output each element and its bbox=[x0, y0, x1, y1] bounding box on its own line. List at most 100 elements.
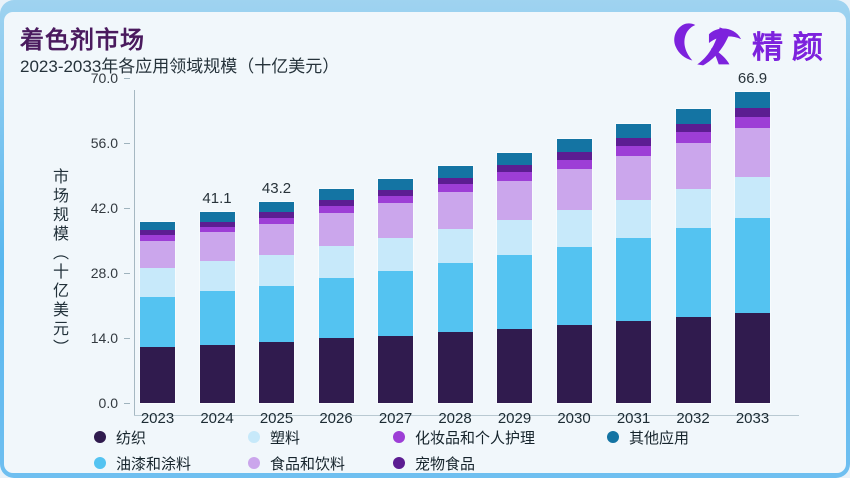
bar-segment-塑料-2026[interactable] bbox=[318, 245, 354, 278]
bar-segment-油漆和涂料-2033[interactable] bbox=[735, 218, 770, 313]
bar-segment-食品和饮料-2033[interactable] bbox=[735, 128, 770, 178]
bar-segment-塑料-2030[interactable] bbox=[556, 209, 592, 247]
stacked-bar-2024[interactable] bbox=[199, 212, 235, 403]
bar-segment-食品和饮料-2031[interactable] bbox=[616, 155, 651, 200]
bar-segment-宠物食品-2033[interactable] bbox=[735, 108, 770, 118]
bar-segment-食品和饮料-2028[interactable] bbox=[437, 191, 473, 229]
bar-segment-塑料-2023[interactable] bbox=[140, 268, 175, 298]
bar-segment-纺织-2026[interactable] bbox=[318, 338, 354, 403]
stacked-bar-2028[interactable] bbox=[437, 166, 473, 403]
bar-segment-宠物食品-2025[interactable] bbox=[259, 212, 294, 218]
bar-segment-其他应用-2030[interactable] bbox=[556, 138, 592, 153]
stacked-bar-2026[interactable] bbox=[318, 189, 354, 403]
bar-segment-油漆和涂料-2027[interactable] bbox=[378, 271, 413, 336]
bar-segment-化妆品和个人护理-2025[interactable] bbox=[259, 217, 294, 224]
legend-item-化妆品和个人护理[interactable]: 化妆品和个人护理 bbox=[393, 429, 535, 447]
bar-segment-宠物食品-2032[interactable] bbox=[675, 124, 711, 133]
bar-segment-化妆品和个人护理-2023[interactable] bbox=[140, 235, 175, 241]
legend-item-其他应用[interactable]: 其他应用 bbox=[607, 429, 689, 447]
bar-segment-油漆和涂料-2028[interactable] bbox=[437, 263, 473, 332]
legend-item-食品和饮料[interactable]: 食品和饮料 bbox=[248, 455, 346, 473]
legend-item-宠物食品[interactable]: 宠物食品 bbox=[393, 455, 475, 473]
bar-segment-油漆和涂料-2024[interactable] bbox=[199, 291, 235, 345]
bar-segment-其他应用-2025[interactable] bbox=[259, 202, 294, 213]
bar-segment-油漆和涂料-2023[interactable] bbox=[140, 297, 175, 348]
bar-segment-其他应用-2027[interactable] bbox=[378, 178, 413, 190]
bar-segment-食品和饮料-2029[interactable] bbox=[497, 180, 532, 220]
bar-segment-宠物食品-2029[interactable] bbox=[497, 165, 532, 173]
bar-segment-纺织-2024[interactable] bbox=[199, 344, 235, 403]
bar-segment-食品和饮料-2025[interactable] bbox=[259, 223, 294, 255]
bar-segment-宠物食品-2023[interactable] bbox=[140, 230, 175, 236]
legend-item-油漆和涂料[interactable]: 油漆和涂料 bbox=[94, 455, 191, 473]
stacked-bar-2025[interactable] bbox=[259, 202, 294, 403]
bar-segment-其他应用-2031[interactable] bbox=[616, 124, 651, 138]
legend-item-纺织[interactable]: 纺织 bbox=[94, 429, 146, 447]
bar-segment-宠物食品-2028[interactable] bbox=[437, 177, 473, 185]
bar-segment-塑料-2025[interactable] bbox=[259, 254, 294, 286]
bar-segment-其他应用-2028[interactable] bbox=[437, 166, 473, 178]
bar-segment-宠物食品-2030[interactable] bbox=[556, 152, 592, 160]
bar-segment-其他应用-2029[interactable] bbox=[497, 152, 532, 166]
legend-label-食品和饮料: 食品和饮料 bbox=[270, 455, 346, 473]
bar-segment-油漆和涂料-2031[interactable] bbox=[616, 237, 651, 322]
bar-segment-食品和饮料-2027[interactable] bbox=[378, 203, 413, 239]
bar-segment-食品和饮料-2032[interactable] bbox=[675, 142, 711, 189]
bar-segment-宠物食品-2027[interactable] bbox=[378, 189, 413, 197]
bar-segment-化妆品和个人护理-2030[interactable] bbox=[556, 159, 592, 169]
bar-segment-其他应用-2032[interactable] bbox=[675, 109, 711, 125]
bar-segment-食品和饮料-2026[interactable] bbox=[318, 212, 354, 246]
stacked-bar-2029[interactable] bbox=[497, 152, 532, 403]
bar-segment-塑料-2024[interactable] bbox=[199, 261, 235, 292]
bar-segment-塑料-2031[interactable] bbox=[616, 199, 651, 238]
bar-segment-其他应用-2024[interactable] bbox=[199, 212, 235, 222]
bar-segment-塑料-2029[interactable] bbox=[497, 219, 532, 256]
bar-segment-食品和饮料-2024[interactable] bbox=[199, 232, 235, 262]
bar-segment-油漆和涂料-2025[interactable] bbox=[259, 285, 294, 343]
bar-segment-化妆品和个人护理-2024[interactable] bbox=[199, 226, 235, 233]
bar-segment-化妆品和个人护理-2032[interactable] bbox=[675, 132, 711, 143]
bar-segment-塑料-2033[interactable] bbox=[735, 177, 770, 219]
bar-segment-油漆和涂料-2029[interactable] bbox=[497, 255, 532, 329]
bar-segment-其他应用-2026[interactable] bbox=[318, 189, 354, 201]
bar-segment-宠物食品-2024[interactable] bbox=[199, 221, 235, 227]
bar-segment-纺织-2028[interactable] bbox=[437, 331, 473, 403]
bar-segment-化妆品和个人护理-2029[interactable] bbox=[497, 172, 532, 181]
stacked-bar-2030[interactable] bbox=[556, 138, 592, 403]
bar-segment-化妆品和个人护理-2033[interactable] bbox=[735, 117, 770, 129]
bar-segment-纺织-2029[interactable] bbox=[497, 328, 532, 403]
bar-segment-油漆和涂料-2030[interactable] bbox=[556, 246, 592, 325]
bar-segment-纺织-2023[interactable] bbox=[140, 347, 175, 403]
stacked-bar-2031[interactable] bbox=[616, 124, 651, 403]
stacked-bar-2032[interactable] bbox=[675, 109, 711, 403]
bar-segment-化妆品和个人护理-2026[interactable] bbox=[318, 206, 354, 213]
x-tick-label-2030: 2030 bbox=[557, 410, 591, 427]
stacked-bar-2023[interactable] bbox=[140, 221, 175, 403]
bar-segment-纺织-2025[interactable] bbox=[259, 342, 294, 403]
bar-segment-化妆品和个人护理-2028[interactable] bbox=[437, 184, 473, 192]
bar-segment-塑料-2027[interactable] bbox=[378, 238, 413, 272]
bar-segment-纺织-2033[interactable] bbox=[735, 312, 770, 403]
bar-segment-塑料-2028[interactable] bbox=[437, 228, 473, 264]
bar-segment-纺织-2030[interactable] bbox=[556, 325, 592, 403]
bar-segment-纺织-2031[interactable] bbox=[616, 321, 651, 403]
bar-segment-塑料-2032[interactable] bbox=[675, 188, 711, 229]
bar-segment-纺织-2032[interactable] bbox=[675, 317, 711, 403]
x-tick-label-2033: 2033 bbox=[735, 410, 770, 427]
bar-segment-油漆和涂料-2032[interactable] bbox=[675, 228, 711, 318]
bar-segment-食品和饮料-2030[interactable] bbox=[556, 168, 592, 210]
legend-item-塑料[interactable]: 塑料 bbox=[248, 429, 300, 447]
bar-segment-宠物食品-2026[interactable] bbox=[318, 200, 354, 207]
stacked-bar-2033[interactable] bbox=[735, 92, 770, 403]
bar-segment-化妆品和个人护理-2031[interactable] bbox=[616, 145, 651, 156]
legend-dot-食品和饮料 bbox=[248, 457, 260, 469]
stacked-bar-2027[interactable] bbox=[378, 178, 413, 403]
bar-segment-化妆品和个人护理-2027[interactable] bbox=[378, 196, 413, 204]
bar-segment-其他应用-2023[interactable] bbox=[140, 221, 175, 231]
bar-segment-宠物食品-2031[interactable] bbox=[616, 137, 651, 146]
x-tick-label-2027: 2027 bbox=[378, 410, 413, 427]
bar-segment-食品和饮料-2023[interactable] bbox=[140, 240, 175, 269]
bar-segment-油漆和涂料-2026[interactable] bbox=[318, 277, 354, 339]
bar-segment-纺织-2027[interactable] bbox=[378, 335, 413, 403]
bar-segment-其他应用-2033[interactable] bbox=[735, 92, 770, 109]
